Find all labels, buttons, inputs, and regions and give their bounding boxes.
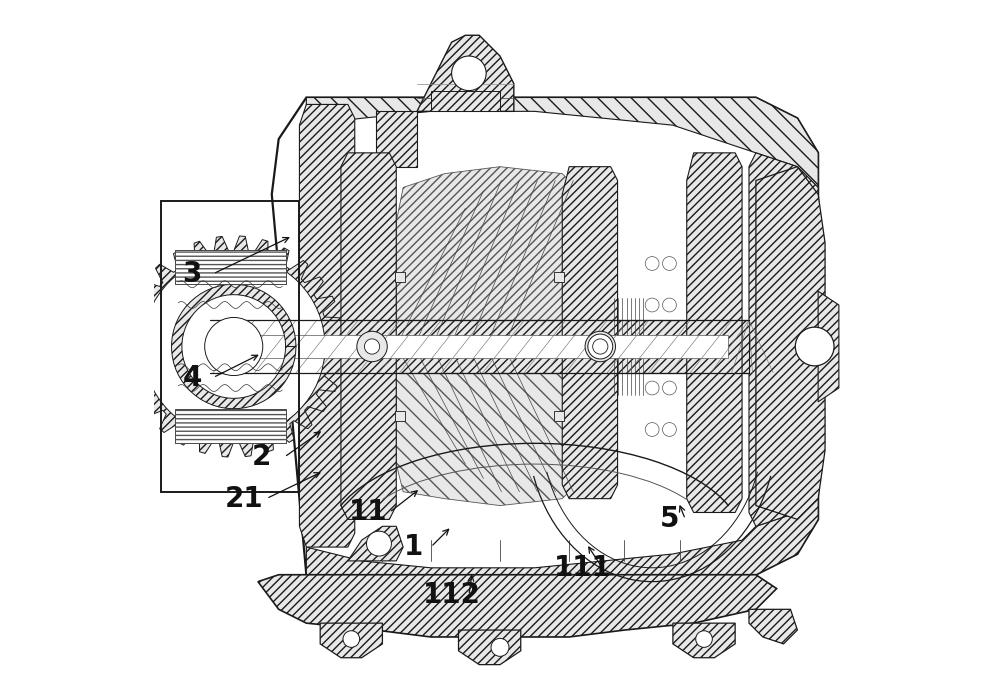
Polygon shape (687, 153, 742, 513)
Circle shape (663, 298, 676, 312)
Polygon shape (818, 291, 839, 402)
Circle shape (645, 381, 659, 395)
Circle shape (357, 331, 387, 362)
Circle shape (367, 531, 391, 556)
Bar (554, 272, 564, 282)
Polygon shape (749, 153, 818, 526)
Circle shape (645, 298, 659, 312)
Circle shape (491, 638, 509, 656)
Text: 3: 3 (183, 260, 202, 288)
Polygon shape (459, 630, 521, 665)
Text: 4: 4 (183, 364, 202, 392)
Bar (223, 335, 728, 358)
Polygon shape (562, 167, 618, 499)
Circle shape (593, 339, 608, 354)
Text: 11: 11 (349, 498, 388, 527)
Circle shape (452, 56, 486, 91)
Polygon shape (306, 98, 818, 187)
Polygon shape (396, 167, 569, 346)
Polygon shape (756, 167, 825, 519)
Polygon shape (417, 35, 514, 112)
Circle shape (795, 327, 834, 366)
Bar (395, 411, 405, 421)
Bar (175, 249, 286, 284)
Polygon shape (673, 623, 735, 658)
Polygon shape (341, 153, 396, 519)
Bar (175, 249, 286, 284)
Text: 1: 1 (404, 533, 423, 561)
Circle shape (343, 631, 360, 647)
Polygon shape (258, 574, 777, 637)
Text: 2: 2 (252, 443, 271, 471)
Circle shape (696, 631, 712, 647)
Polygon shape (272, 98, 818, 574)
Polygon shape (396, 346, 569, 506)
Polygon shape (123, 236, 344, 457)
Circle shape (663, 381, 676, 395)
Bar (175, 409, 286, 444)
Bar (395, 272, 405, 282)
Circle shape (205, 317, 263, 376)
Polygon shape (749, 609, 797, 644)
Text: 5: 5 (660, 505, 679, 534)
Text: 21: 21 (225, 484, 263, 513)
Bar (210, 320, 749, 373)
Circle shape (364, 339, 380, 354)
Circle shape (663, 423, 676, 437)
Circle shape (142, 255, 325, 438)
Text: 112: 112 (423, 581, 481, 609)
Polygon shape (299, 105, 355, 547)
Circle shape (663, 256, 676, 270)
Polygon shape (306, 485, 818, 574)
Circle shape (645, 256, 659, 270)
Circle shape (645, 423, 659, 437)
Bar (554, 411, 564, 421)
Polygon shape (348, 526, 403, 561)
Polygon shape (376, 112, 417, 167)
Polygon shape (320, 623, 382, 658)
Bar (175, 409, 286, 444)
Circle shape (588, 334, 613, 359)
Circle shape (585, 331, 615, 362)
Polygon shape (172, 284, 296, 409)
Bar (431, 91, 500, 112)
Text: 111: 111 (554, 554, 612, 582)
